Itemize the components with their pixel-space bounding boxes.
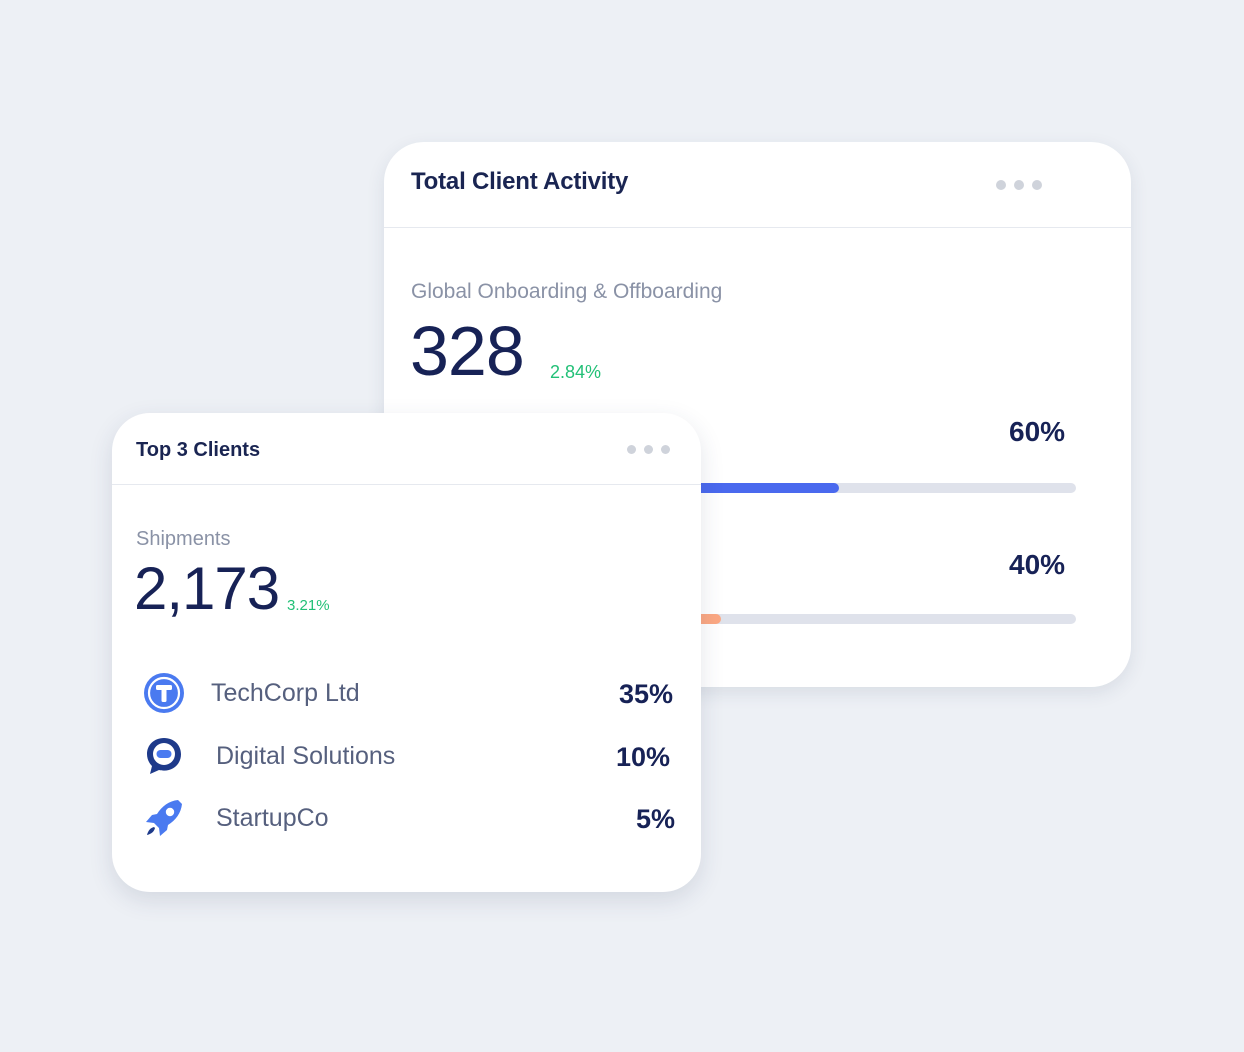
bar-percent-label: 60% [1009, 416, 1066, 447]
more-options-icon[interactable] [627, 445, 670, 454]
metric-value: 2,173 [134, 555, 280, 622]
client-row[interactable]: StartupCo 5% [112, 796, 701, 846]
bar-percent-label: 40% [1009, 549, 1066, 580]
card-title: Total Client Activity [411, 168, 629, 195]
card-header: Top 3 Clients [112, 413, 701, 485]
client-row[interactable]: TechCorp Ltd 35% [112, 671, 701, 721]
chat-bubble-logo-icon [147, 738, 181, 774]
client-name: TechCorp Ltd [211, 679, 360, 707]
card-title: Top 3 Clients [136, 439, 261, 461]
client-name: StartupCo [216, 804, 329, 832]
client-row[interactable]: Digital Solutions 10% [112, 734, 701, 784]
top-clients-card: Top 3 Clients Shipments 2,173 3.21% Tech… [112, 413, 701, 892]
client-percent: 10% [615, 742, 670, 772]
client-name: Digital Solutions [216, 742, 396, 770]
metric-label: Global Onboarding & Offboarding [411, 280, 723, 303]
more-options-icon[interactable] [996, 180, 1042, 190]
techcorp-logo-icon [144, 673, 184, 713]
rocket-logo-icon [146, 800, 182, 836]
client-percent: 35% [618, 679, 673, 709]
metric-value: 328 [410, 312, 525, 390]
metric-label: Shipments [136, 528, 231, 550]
card-header: Total Client Activity [384, 142, 1131, 228]
client-percent: 5% [635, 804, 675, 834]
metric-change: 3.21% [287, 597, 330, 614]
metric-change: 2.84% [550, 362, 602, 382]
